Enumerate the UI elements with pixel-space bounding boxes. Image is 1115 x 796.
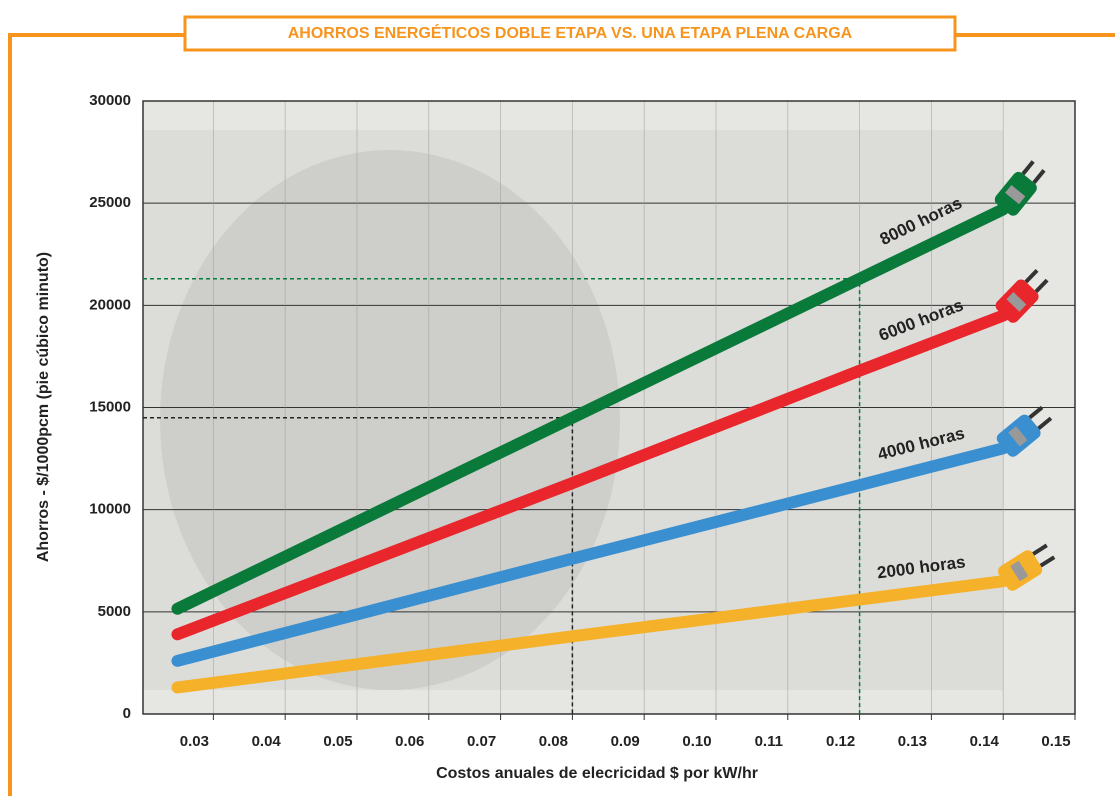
x-tick-label: 0.08	[539, 733, 568, 750]
y-tick-label: 10000	[89, 501, 131, 518]
x-tick-label: 0.05	[323, 733, 352, 750]
x-tick-label: 0.09	[611, 733, 640, 750]
x-tick-label: 0.12	[826, 733, 855, 750]
y-tick-label: 30000	[89, 92, 131, 109]
y-tick-label: 15000	[89, 398, 131, 415]
y-tick-label: 25000	[89, 194, 131, 211]
x-tick-label: 0.03	[180, 733, 209, 750]
y-tick-label: 5000	[98, 603, 131, 620]
x-tick-label: 0.14	[970, 733, 1000, 750]
chart: AHORROS ENERGÉTICOS DOBLE ETAPA VS. UNA …	[0, 0, 1115, 796]
y-axis-label: Ahorros - $/1000pcm (pie cúbico minuto)	[35, 252, 52, 562]
x-tick-label: 0.11	[755, 733, 783, 750]
chart-title: AHORROS ENERGÉTICOS DOBLE ETAPA VS. UNA …	[288, 23, 853, 42]
x-tick-label: 0.07	[467, 733, 496, 750]
x-tick-label: 0.13	[898, 733, 927, 750]
x-axis-label: Costos anuales de elecricidad $ por kW/h…	[436, 765, 758, 782]
y-tick-label: 0	[123, 705, 131, 722]
x-tick-label: 0.10	[682, 733, 711, 750]
y-tick-label: 20000	[89, 296, 131, 313]
x-tick-label: 0.15	[1041, 733, 1070, 750]
x-tick-label: 0.06	[395, 733, 424, 750]
x-tick-label: 0.04	[252, 733, 282, 750]
